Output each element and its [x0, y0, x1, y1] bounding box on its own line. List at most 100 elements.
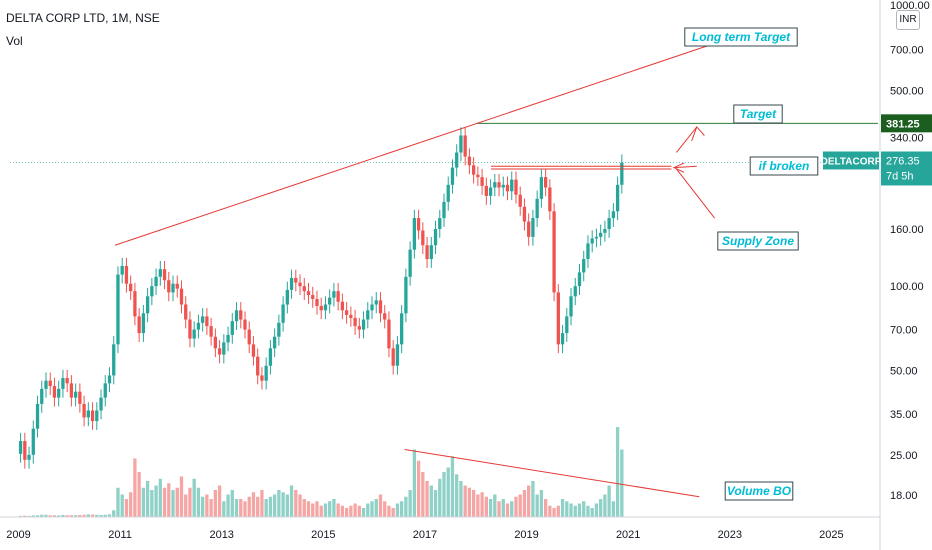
- volume-bar: [501, 499, 505, 517]
- time-axis-label: 2025: [819, 529, 843, 541]
- candle: [116, 274, 120, 345]
- volume-bar: [620, 449, 624, 517]
- candle: [552, 211, 556, 293]
- candle: [137, 316, 141, 334]
- price-axis-label: 700.00: [890, 44, 924, 56]
- volume-bar: [438, 478, 442, 517]
- long-term-trend-line: [114, 45, 708, 246]
- volume-bar: [52, 515, 57, 517]
- volume-bar: [31, 515, 35, 517]
- candle: [158, 269, 162, 277]
- volume-legend: Vol: [6, 34, 23, 48]
- volume-bar: [467, 487, 472, 517]
- volume-bar: [243, 501, 247, 517]
- volume-bar: [522, 490, 527, 517]
- volume-bar: [230, 490, 234, 517]
- volume-bar: [73, 515, 78, 517]
- volume-bar: [383, 501, 387, 517]
- target-arrow: [676, 126, 698, 153]
- volume-bar: [497, 501, 501, 517]
- volume-bar: [311, 503, 315, 517]
- candle: [52, 386, 57, 398]
- candle: [505, 184, 510, 192]
- candle: [18, 441, 23, 454]
- volume-bar: [459, 481, 463, 517]
- volume-trend-line: [404, 449, 700, 498]
- volume-bar: [65, 515, 69, 517]
- volume-bar: [48, 515, 52, 517]
- candle: [463, 135, 467, 157]
- candle: [412, 218, 417, 250]
- volume-bar: [82, 514, 86, 517]
- candle: [205, 316, 209, 327]
- candle: [243, 319, 247, 330]
- volume-bar: [167, 483, 171, 517]
- symbol-tag-bg: [823, 151, 879, 170]
- volume-bar: [480, 492, 484, 517]
- symbol-tag: DELTACORP: [821, 156, 882, 167]
- candle: [209, 326, 213, 337]
- volume-bar: [404, 496, 408, 517]
- volume-bar: [57, 515, 61, 517]
- volume-bar: [217, 485, 222, 517]
- candle: [154, 276, 158, 287]
- candle: [294, 277, 298, 283]
- long-term-target-label-box: [684, 27, 798, 47]
- volume-bar: [188, 487, 192, 517]
- candle: [548, 187, 552, 212]
- price-axis-label: 70.00: [890, 325, 918, 337]
- currency-selector[interactable]: INR: [896, 10, 920, 30]
- volume-bar: [450, 456, 455, 517]
- volume-bar: [116, 487, 120, 517]
- candle: [582, 259, 586, 273]
- volume-bar: [599, 499, 603, 517]
- volume-bar: [543, 499, 548, 517]
- target-arrowhead: [691, 126, 705, 142]
- candle: [416, 218, 421, 231]
- candle: [421, 230, 425, 246]
- volume-bar: [429, 485, 433, 517]
- candle: [361, 319, 366, 330]
- candle: [501, 184, 505, 188]
- candle: [438, 218, 442, 229]
- candle: [594, 236, 599, 239]
- volume-bar: [573, 505, 577, 517]
- volume-bar: [213, 490, 218, 517]
- volume-bar: [353, 503, 357, 517]
- supply-zone-label-box: [717, 231, 799, 251]
- volume-bar: [514, 496, 518, 517]
- volume-bar: [408, 490, 412, 517]
- volume-bar: [569, 503, 573, 517]
- volume-bar: [44, 514, 48, 517]
- volume-bar: [370, 501, 374, 517]
- volume-bar: [294, 490, 298, 517]
- volume-bar: [162, 487, 167, 517]
- candle: [57, 388, 61, 398]
- volume-bar: [272, 494, 277, 517]
- candle: [573, 286, 577, 297]
- volume-bar: [260, 490, 264, 517]
- candle: [239, 310, 243, 320]
- volume-bar: [433, 490, 438, 517]
- candle: [328, 297, 332, 305]
- candle: [277, 322, 281, 337]
- volume-bar: [387, 505, 391, 517]
- candle: [230, 321, 234, 335]
- volume-bar: [378, 494, 383, 517]
- volume-bar: [18, 515, 23, 517]
- candle: [615, 184, 620, 212]
- candle: [31, 428, 35, 455]
- candle: [23, 441, 27, 460]
- candle: [349, 314, 353, 318]
- candle: [480, 177, 484, 186]
- candle: [336, 291, 340, 302]
- volume-bar: [150, 490, 154, 517]
- candle: [222, 342, 226, 355]
- candle: [459, 135, 463, 153]
- volume-bar: [344, 508, 349, 517]
- candle: [404, 276, 408, 314]
- candle: [518, 194, 522, 207]
- volume-bar: [209, 499, 213, 517]
